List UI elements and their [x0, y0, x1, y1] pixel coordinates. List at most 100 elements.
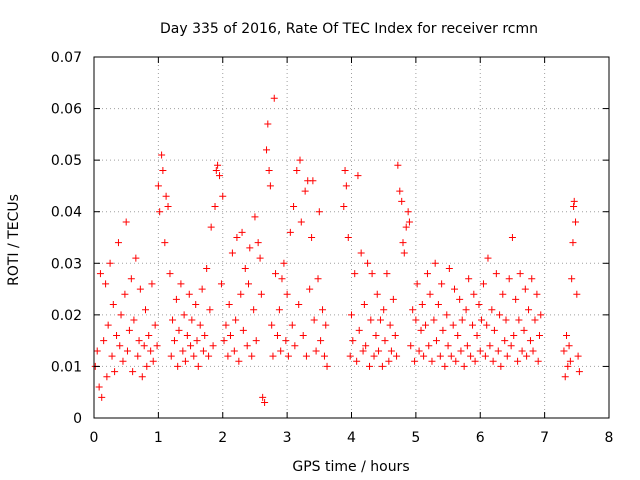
data-point [148, 280, 156, 288]
data-point [93, 347, 101, 355]
y-tick-label: 0.06 [51, 102, 82, 118]
data-point [573, 290, 581, 298]
data-point [102, 280, 110, 288]
data-point [295, 301, 303, 309]
data-point [161, 239, 169, 247]
data-point [280, 259, 288, 267]
data-point [351, 270, 359, 278]
data-point [407, 342, 415, 350]
data-point [222, 321, 230, 329]
data-point [233, 234, 241, 241]
data-point [254, 239, 262, 247]
data-point [140, 342, 148, 350]
data-point [270, 94, 278, 102]
data-point [566, 357, 574, 365]
data-point [457, 347, 465, 355]
data-point [188, 316, 196, 324]
x-tick-label: 0 [90, 430, 99, 446]
x-tick-label: 4 [347, 430, 356, 446]
data-point [239, 326, 247, 334]
data-point [441, 362, 449, 370]
x-tick-label: 8 [605, 430, 614, 446]
data-point [273, 331, 281, 339]
data-point [481, 352, 489, 360]
data-point [348, 311, 355, 319]
data-point [220, 337, 228, 345]
data-point [404, 208, 412, 216]
x-tick-label: 2 [218, 430, 227, 446]
data-point [359, 347, 367, 355]
data-point [142, 306, 149, 314]
data-point [109, 301, 117, 309]
data-point [174, 362, 182, 370]
data-point [297, 218, 305, 226]
data-point [309, 177, 317, 185]
data-point [299, 331, 307, 339]
data-point [346, 352, 354, 360]
data-point [458, 316, 466, 324]
data-point [265, 166, 273, 174]
data-point [533, 290, 541, 298]
data-point [415, 347, 423, 355]
data-point [431, 259, 439, 267]
data-point [159, 166, 167, 174]
data-point [192, 301, 200, 309]
data-point [296, 156, 304, 164]
data-point [96, 270, 104, 278]
data-point [512, 295, 520, 303]
data-point [272, 270, 280, 278]
data-point [439, 326, 447, 334]
data-point [164, 203, 172, 211]
data-point [317, 337, 325, 345]
data-point [158, 151, 166, 159]
x-tick-label: 5 [411, 430, 420, 446]
data-point [529, 347, 537, 355]
data-point [156, 208, 164, 216]
data-point [302, 352, 310, 360]
data-point [484, 254, 492, 262]
data-point [206, 306, 214, 314]
data-point [366, 362, 374, 370]
data-point [181, 357, 189, 365]
data-point [508, 234, 516, 241]
data-point [121, 290, 129, 298]
data-point [520, 326, 528, 334]
y-axis-label: ROTI / TECUs [6, 194, 22, 286]
data-point [185, 290, 193, 298]
data-point [127, 275, 135, 283]
data-point [310, 316, 318, 324]
data-point [357, 249, 365, 257]
data-point [277, 347, 285, 355]
data-point [575, 368, 583, 376]
data-point [248, 352, 256, 360]
data-point [462, 306, 470, 314]
data-point [194, 362, 202, 370]
data-point [241, 264, 249, 272]
data-point [125, 326, 133, 334]
data-point [518, 347, 526, 355]
data-point [169, 316, 177, 324]
data-point [95, 383, 103, 391]
data-point [243, 342, 251, 350]
data-point [523, 352, 531, 360]
data-point [486, 342, 494, 350]
data-point [360, 301, 368, 309]
data-point [340, 203, 348, 211]
data-point [380, 306, 388, 314]
data-point [312, 347, 320, 355]
data-point [259, 393, 267, 401]
data-point [483, 321, 491, 329]
x-tick-labels: 0 1 2 3 4 5 6 7 8 [90, 430, 614, 446]
data-point [444, 342, 452, 350]
data-point [219, 192, 227, 200]
data-point [488, 306, 496, 314]
data-point [284, 352, 292, 360]
data-point [499, 290, 507, 298]
data-point [119, 357, 127, 365]
data-point [237, 290, 245, 298]
y-tick-label: 0.03 [51, 256, 82, 272]
data-point [389, 295, 397, 303]
y-tick-label: 0.04 [51, 205, 82, 221]
data-point [199, 347, 207, 355]
data-point [465, 275, 473, 283]
